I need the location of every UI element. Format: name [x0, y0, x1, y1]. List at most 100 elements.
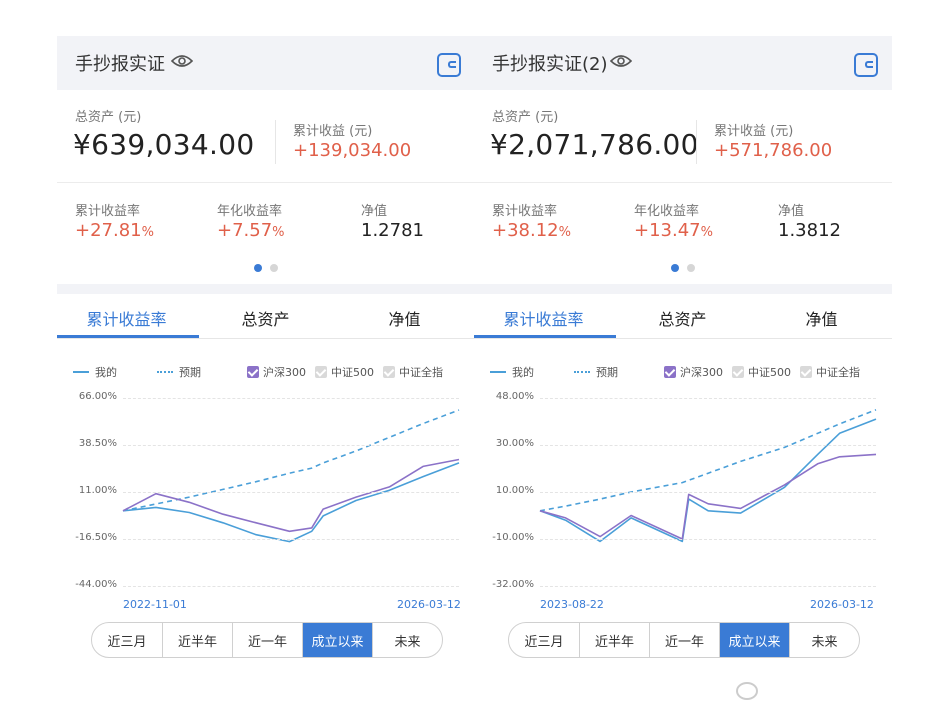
- page-dot[interactable]: [270, 264, 278, 272]
- series-line-0: [539, 418, 877, 543]
- active-tab-indicator: [474, 335, 616, 338]
- account-panel-2: 手抄报实证(2) 总资产 (元) ¥2,071,786.00 累计收益 (元) …: [474, 36, 892, 676]
- annual-rate-label: 年化收益率: [217, 204, 283, 219]
- grid-line: [123, 492, 459, 493]
- range-future[interactable]: 未来: [372, 623, 442, 657]
- range-since-inception[interactable]: 成立以来: [302, 623, 372, 657]
- grid-line: [123, 445, 459, 446]
- grid-line: [540, 492, 876, 493]
- tab-divider: [57, 338, 475, 339]
- weibo-logo-icon: [736, 682, 758, 700]
- legend-mine: 我的: [490, 364, 534, 380]
- total-assets-label: 总资产 (元): [75, 110, 142, 125]
- checkbox-icon: [732, 366, 744, 378]
- series-line-1: [539, 409, 877, 512]
- total-assets-label: 总资产 (元): [492, 110, 559, 125]
- range-selector: 近三月 近半年 近一年 成立以来 未来: [91, 622, 443, 658]
- grid-line: [540, 539, 876, 540]
- range-6m[interactable]: 近半年: [162, 623, 232, 657]
- range-6m[interactable]: 近半年: [579, 623, 649, 657]
- annual-rate-value: +7.57%: [217, 220, 285, 241]
- cum-rate-value: +38.12%: [492, 220, 571, 241]
- tab-cum-rate[interactable]: 累计收益率: [86, 310, 167, 329]
- grid-line: [123, 586, 459, 587]
- grid-line: [540, 398, 876, 399]
- grid-line: [123, 539, 459, 540]
- eye-icon[interactable]: [171, 53, 193, 69]
- checkbox-icon: [664, 366, 676, 378]
- legend-zz500[interactable]: 中证500: [315, 364, 374, 380]
- divider: [57, 182, 475, 183]
- range-since-inception[interactable]: 成立以来: [719, 623, 789, 657]
- nav-value: 1.3812: [778, 220, 841, 241]
- wallet-icon[interactable]: [854, 53, 878, 77]
- y-tick-label: 10.00%: [495, 485, 534, 496]
- checkbox-icon: [315, 366, 327, 378]
- checkbox-icon: [383, 366, 395, 378]
- y-tick-label: -10.00%: [492, 532, 534, 543]
- legend-zzall[interactable]: 中证全指: [383, 364, 443, 380]
- range-future[interactable]: 未来: [789, 623, 859, 657]
- x-end-label: 2026-03-12: [810, 598, 874, 611]
- page-dot[interactable]: [687, 264, 695, 272]
- legend-expected: 预期: [574, 364, 618, 380]
- tab-nav[interactable]: 净值: [388, 310, 421, 329]
- tab-cum-rate[interactable]: 累计收益率: [503, 310, 584, 329]
- total-assets-value: ¥2,071,786.00: [490, 128, 699, 161]
- series-line-2: [122, 458, 460, 533]
- page-dot-active[interactable]: [254, 264, 262, 272]
- eye-icon[interactable]: [610, 53, 632, 69]
- y-tick-label: -16.50%: [75, 532, 117, 543]
- account-title: 手抄报实证: [75, 54, 165, 75]
- cum-income-value: +571,786.00: [714, 140, 833, 161]
- panel-header: 手抄报实证(2): [474, 36, 892, 90]
- legend-hs300[interactable]: 沪深300: [247, 364, 306, 380]
- checkbox-icon: [247, 366, 259, 378]
- tab-total-assets[interactable]: 总资产: [241, 310, 290, 329]
- annual-rate-value: +13.47%: [634, 220, 713, 241]
- wallet-icon[interactable]: [437, 53, 461, 77]
- legend-zz500[interactable]: 中证500: [732, 364, 791, 380]
- grid-line: [123, 398, 459, 399]
- cum-income-value: +139,034.00: [293, 140, 412, 161]
- range-3m[interactable]: 近三月: [524, 634, 564, 650]
- range-3m[interactable]: 近三月: [107, 634, 147, 650]
- chart-svg: [539, 409, 877, 543]
- cum-rate-label: 累计收益率: [75, 204, 141, 219]
- legend-expected: 预期: [157, 364, 201, 380]
- divider: [275, 120, 276, 164]
- grid-line: [540, 445, 876, 446]
- divider: [474, 182, 892, 183]
- grid-line: [540, 586, 876, 587]
- x-start-label: 2022-11-01: [123, 598, 187, 611]
- cum-income-label: 累计收益 (元): [714, 124, 794, 139]
- series-line-0: [122, 462, 460, 543]
- nav-label: 净值: [778, 204, 805, 219]
- chart-svg: [122, 409, 460, 543]
- y-tick-label: 66.00%: [78, 391, 117, 402]
- y-tick-label: -32.00%: [492, 579, 534, 590]
- tab-divider: [474, 338, 892, 339]
- series-line-2: [539, 453, 877, 540]
- legend-zzall[interactable]: 中证全指: [800, 364, 860, 380]
- account-panel-1: 手抄报实证 总资产 (元) ¥639,034.00 累计收益 (元) +139,…: [57, 36, 475, 676]
- cum-income-label: 累计收益 (元): [293, 124, 373, 139]
- tab-total-assets[interactable]: 总资产: [658, 310, 707, 329]
- y-tick-label: 38.50%: [78, 438, 117, 449]
- active-tab-indicator: [57, 335, 199, 338]
- total-assets-value: ¥639,034.00: [73, 128, 255, 161]
- page-dot-active[interactable]: [671, 264, 679, 272]
- range-1y[interactable]: 近一年: [649, 623, 719, 657]
- nav-value: 1.2781: [361, 220, 424, 241]
- annual-rate-label: 年化收益率: [634, 204, 700, 219]
- range-1y[interactable]: 近一年: [232, 623, 302, 657]
- legend-hs300[interactable]: 沪深300: [664, 364, 723, 380]
- y-tick-label: -44.00%: [75, 579, 117, 590]
- range-selector: 近三月 近半年 近一年 成立以来 未来: [508, 622, 860, 658]
- account-title: 手抄报实证(2): [492, 54, 608, 75]
- cum-rate-value: +27.81%: [75, 220, 154, 241]
- tab-nav[interactable]: 净值: [805, 310, 838, 329]
- y-tick-label: 48.00%: [495, 391, 534, 402]
- cum-rate-label: 累计收益率: [492, 204, 558, 219]
- nav-label: 净值: [361, 204, 388, 219]
